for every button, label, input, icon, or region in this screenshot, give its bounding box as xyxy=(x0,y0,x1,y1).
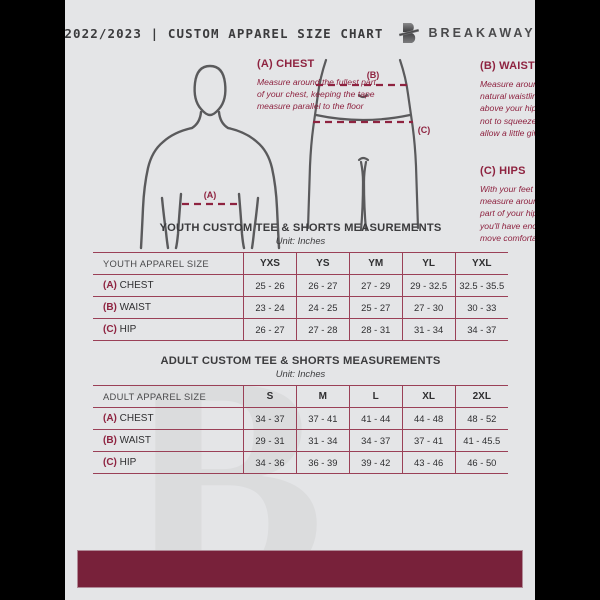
adult-size-header-m: M xyxy=(296,385,350,408)
youth-size-header-yxs: YXS xyxy=(243,252,297,275)
table-row: (B) WAIST 23 - 24 24 - 25 25 - 27 27 - 30 30 … xyxy=(93,296,508,319)
callout-chest: (A) CHEST Measure around the fullest par… xyxy=(257,58,377,113)
youth-table-unit: Unit: Inches xyxy=(275,235,326,246)
adult-hip-l: 39 - 42 xyxy=(349,451,403,474)
adult-table-title: ADULT CUSTOM TEE & SHORTS MEASUREMENTS xyxy=(160,355,441,367)
youth-hip-ys: 27 - 28 xyxy=(296,318,350,341)
adult-hip-xl: 43 - 46 xyxy=(402,451,456,474)
callout-hips-title: (C) HIPS xyxy=(480,165,526,177)
adult-size-header-xl: XL xyxy=(402,385,456,408)
brand-logo: BREAKAWAY xyxy=(398,20,535,46)
brand-name: BREAKAWAY xyxy=(428,26,535,40)
youth-waist-yxl: 30 - 33 xyxy=(455,296,508,319)
waist-measure-label: (B) xyxy=(367,70,380,80)
adult-chest-m: 37 - 41 xyxy=(296,407,350,430)
adult-chest-2xl: 48 - 52 xyxy=(455,407,508,430)
table-row: (C) HIP 26 - 27 27 - 28 28 - 31 31 - 34 34 - … xyxy=(93,318,508,341)
youth-waist-yl: 27 - 30 xyxy=(402,296,456,319)
measurement-diagram: (A) (B) (C) xyxy=(65,52,535,270)
youth-table-title: YOUTH CUSTOM TEE & SHORTS MEASUREMENTS xyxy=(159,222,442,234)
adult-size-header-s: S xyxy=(243,385,297,408)
adult-size-label-header: ADULT APPAREL SIZE xyxy=(93,385,244,408)
youth-chest-ys: 26 - 27 xyxy=(296,274,350,297)
row-marker: (A) xyxy=(103,280,117,291)
youth-waist-ys: 24 - 25 xyxy=(296,296,350,319)
adult-waist-s: 29 - 31 xyxy=(243,429,297,452)
adult-row-label-hip: (C) HIP xyxy=(93,451,244,474)
adult-chest-xl: 44 - 48 xyxy=(402,407,456,430)
adult-hip-m: 36 - 39 xyxy=(296,451,350,474)
adult-row-label-waist: (B) WAIST xyxy=(93,429,244,452)
youth-measurements-section: YOUTH CUSTOM TEE & SHORTS MEASUREMENTS U… xyxy=(93,222,508,341)
adult-chest-l: 41 - 44 xyxy=(349,407,403,430)
callout-waist-title: (B) WAIST xyxy=(480,60,535,72)
row-marker: (C) xyxy=(103,324,117,335)
adult-row-label-chest: (A) CHEST xyxy=(93,407,244,430)
callout-waist: (B) WAIST Measure around your natural wa… xyxy=(480,60,535,139)
row-marker: (B) xyxy=(103,435,117,446)
youth-size-header-yl: YL xyxy=(402,252,456,275)
table-row: (B) WAIST 29 - 31 31 - 34 34 - 37 37 - 41 41 … xyxy=(93,429,508,452)
callout-chest-title: (A) CHEST xyxy=(257,58,315,70)
youth-row-label-chest: (A) CHEST xyxy=(93,274,244,297)
adult-size-header-2xl: 2XL xyxy=(455,385,508,408)
youth-chest-yxl: 32.5 - 35.5 xyxy=(455,274,508,297)
adult-chest-s: 34 - 37 xyxy=(243,407,297,430)
adult-hip-2xl: 46 - 50 xyxy=(455,451,508,474)
callout-hips: (C) HIPS With your feet together, measur… xyxy=(480,165,535,244)
youth-row-label-waist: (B) WAIST xyxy=(93,296,244,319)
callout-waist-body: Measure around your natural waistline – … xyxy=(480,79,535,138)
youth-chest-yxs: 25 - 26 xyxy=(243,274,297,297)
body-figures-illustration: (A) (B) (C) xyxy=(139,58,431,250)
youth-hip-yxl: 34 - 37 xyxy=(455,318,508,341)
page-header: 2022/2023 | CUSTOM APPAREL SIZE CHART BR… xyxy=(65,18,535,48)
hips-measure-label: (C) xyxy=(418,125,431,135)
table-header-row: YOUTH APPAREL SIZE YXS YS YM YL YXL xyxy=(93,252,508,275)
adult-hip-s: 34 - 36 xyxy=(243,451,297,474)
row-marker: (A) xyxy=(103,413,117,424)
youth-chest-ym: 27 - 29 xyxy=(349,274,403,297)
youth-hip-yxs: 26 - 27 xyxy=(243,318,297,341)
youth-size-label-header: YOUTH APPAREL SIZE xyxy=(93,252,244,275)
youth-size-table: YOUTH APPAREL SIZE YXS YS YM YL YXL (A) CHEST… xyxy=(93,252,508,341)
youth-hip-yl: 31 - 34 xyxy=(402,318,456,341)
table-header-row: ADULT APPAREL SIZE S M L XL 2XL xyxy=(93,385,508,408)
youth-size-header-ym: YM xyxy=(349,252,403,275)
adult-waist-m: 31 - 34 xyxy=(296,429,350,452)
youth-row-label-hip: (C) HIP xyxy=(93,318,244,341)
callout-chest-body: Measure around the fullest part of your … xyxy=(257,77,376,112)
youth-size-header-yxl: YXL xyxy=(455,252,508,275)
table-row: (C) HIP 34 - 36 36 - 39 39 - 42 43 - 46 46 - … xyxy=(93,451,508,474)
adult-measurements-section: ADULT CUSTOM TEE & SHORTS MEASUREMENTS U… xyxy=(93,355,508,474)
row-marker: (B) xyxy=(103,302,117,313)
youth-size-header-ys: YS xyxy=(296,252,350,275)
adult-waist-l: 34 - 37 xyxy=(349,429,403,452)
footer-banner xyxy=(77,550,523,588)
page-title: 2022/2023 | CUSTOM APPAREL SIZE CHART xyxy=(65,25,384,41)
row-marker: (C) xyxy=(103,457,117,468)
youth-waist-ym: 25 - 27 xyxy=(349,296,403,319)
chest-measure-label: (A) xyxy=(204,190,217,200)
breakaway-b-logo-icon xyxy=(398,23,419,43)
adult-table-unit: Unit: Inches xyxy=(275,368,326,379)
table-row: (A) CHEST 34 - 37 37 - 41 41 - 44 44 - 48 48 … xyxy=(93,407,508,430)
youth-chest-yl: 29 - 32.5 xyxy=(402,274,456,297)
youth-hip-ym: 28 - 31 xyxy=(349,318,403,341)
adult-waist-xl: 37 - 41 xyxy=(402,429,456,452)
adult-waist-2xl: 41 - 45.5 xyxy=(455,429,508,452)
youth-waist-yxs: 23 - 24 xyxy=(243,296,297,319)
table-row: (A) CHEST 25 - 26 26 - 27 27 - 29 29 - 32.5 3… xyxy=(93,274,508,297)
adult-size-header-l: L xyxy=(349,385,403,408)
size-chart-page: B 2022/2023 | CUSTOM APPAREL SIZE CHART … xyxy=(65,0,535,600)
adult-size-table: ADULT APPAREL SIZE S M L XL 2XL (A) CHEST 34 -… xyxy=(93,385,508,474)
callout-hips-body: With your feet together, measure around … xyxy=(480,184,535,243)
